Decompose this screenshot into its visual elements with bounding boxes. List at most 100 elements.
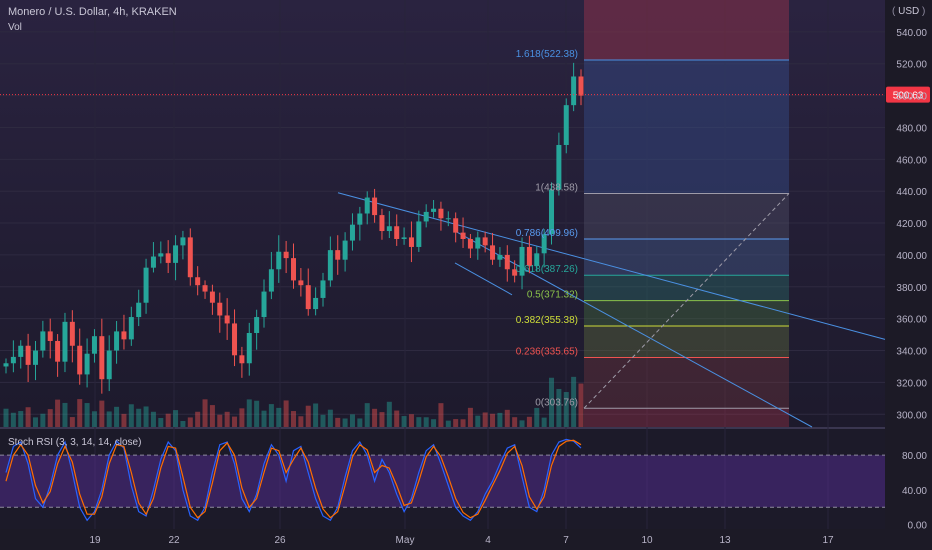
volume-bar	[541, 417, 547, 427]
candle-body	[431, 208, 437, 212]
volume-bar	[482, 412, 488, 427]
volume-bar	[394, 410, 400, 427]
candle-body	[165, 253, 171, 263]
volume-bar	[386, 401, 392, 427]
fib-zone	[584, 300, 789, 327]
time-tick-label: 13	[719, 535, 731, 546]
volume-bar	[563, 392, 569, 427]
price-tick-label: 520.00	[896, 60, 927, 71]
volume-bar	[158, 418, 164, 427]
candle-body	[423, 211, 429, 222]
candle-body	[534, 253, 540, 267]
volume-bar	[504, 409, 510, 427]
fib-level-label: 0.382(355.38)	[516, 315, 578, 326]
volume-bar	[431, 419, 437, 427]
volume-bar	[25, 407, 31, 427]
price-tick-label: 340.00	[896, 347, 927, 358]
volume-bar	[512, 417, 518, 427]
symbol-title: Monero / U.S. Dollar, 4h, KRAKEN	[8, 6, 177, 18]
candle-body	[453, 218, 459, 233]
fib-zone-top	[584, 0, 789, 60]
volume-bar	[55, 399, 61, 427]
fib-zone	[584, 357, 789, 409]
fib-level-label: 0.786(409.96)	[516, 228, 578, 239]
fibonacci-labels: 1.618(522.38) 1(438.58) 0.786(409.96) 0.618…	[516, 49, 578, 408]
candle-body	[158, 253, 164, 257]
candlesticks	[3, 62, 584, 394]
fibonacci-tool[interactable]	[583, 0, 790, 427]
volume-bar	[401, 416, 407, 427]
volume-bar	[40, 413, 46, 427]
volume-bar	[99, 400, 105, 427]
volume-bar	[268, 404, 274, 427]
price-tick-label: 360.00	[896, 315, 927, 326]
volume-bar	[379, 412, 385, 427]
candle-body	[349, 224, 355, 241]
volume-bar	[423, 417, 429, 427]
candle-body	[209, 291, 215, 303]
volume-bar	[187, 417, 193, 427]
candle-body	[239, 355, 245, 364]
volume-bar	[327, 409, 333, 427]
candle-body	[408, 237, 414, 247]
candle-body	[62, 321, 68, 362]
time-tick-label: 4	[485, 535, 491, 546]
candle-body	[69, 321, 75, 346]
volume-bar	[342, 418, 348, 427]
candle-body	[224, 315, 230, 324]
time-tick-label: 22	[168, 535, 180, 546]
fib-level-label: 1.618(522.38)	[516, 49, 578, 60]
candle-body	[386, 226, 392, 232]
candle-body	[106, 350, 112, 380]
candle-body	[143, 267, 149, 303]
volume-bar	[534, 407, 540, 427]
candle-body	[475, 237, 481, 249]
candle-body	[556, 144, 562, 190]
fib-zone	[584, 275, 789, 301]
candle-body	[291, 258, 296, 281]
candle-body	[99, 336, 105, 380]
volume-bar	[114, 406, 120, 427]
candle-body	[47, 331, 53, 341]
candle-body	[283, 251, 289, 259]
fib-level-label: 1(438.58)	[535, 182, 578, 193]
candle-body	[549, 189, 555, 235]
currency-bracket: (	[892, 6, 899, 17]
volume-bar	[460, 419, 466, 427]
volume-bar	[438, 403, 444, 427]
candle-body	[25, 345, 31, 365]
volume-bar	[209, 405, 215, 427]
candle-body	[497, 254, 503, 260]
candle-body	[571, 76, 577, 106]
candle-body	[40, 331, 46, 351]
volume-bar	[578, 383, 584, 427]
price-tick-label: 320.00	[896, 378, 927, 389]
volume-bar	[136, 408, 142, 427]
volume-bar	[571, 376, 577, 427]
fib-level-label: 0(303.76)	[535, 397, 578, 408]
volume-bar	[173, 410, 179, 427]
candle-body	[232, 323, 238, 356]
fib-zone	[584, 193, 789, 240]
volume-bar	[549, 377, 555, 427]
candle-body	[91, 336, 97, 354]
candle-body	[18, 345, 24, 357]
candle-body	[467, 238, 473, 249]
candle-body	[254, 317, 260, 333]
volume-bar	[232, 416, 238, 427]
trendline-upper	[337, 192, 886, 340]
volume-bar	[121, 413, 127, 427]
candle-body	[438, 208, 444, 219]
candle-body	[217, 302, 223, 316]
volume-bar	[519, 420, 525, 427]
time-axis	[0, 529, 885, 550]
volume-bar	[445, 420, 451, 427]
stoch-tick-label: 80.00	[902, 451, 927, 462]
candle-body	[504, 254, 510, 270]
candle-body	[416, 221, 422, 247]
candle-body	[342, 240, 348, 260]
volume-bar	[475, 415, 481, 427]
volume-bar	[195, 411, 201, 427]
